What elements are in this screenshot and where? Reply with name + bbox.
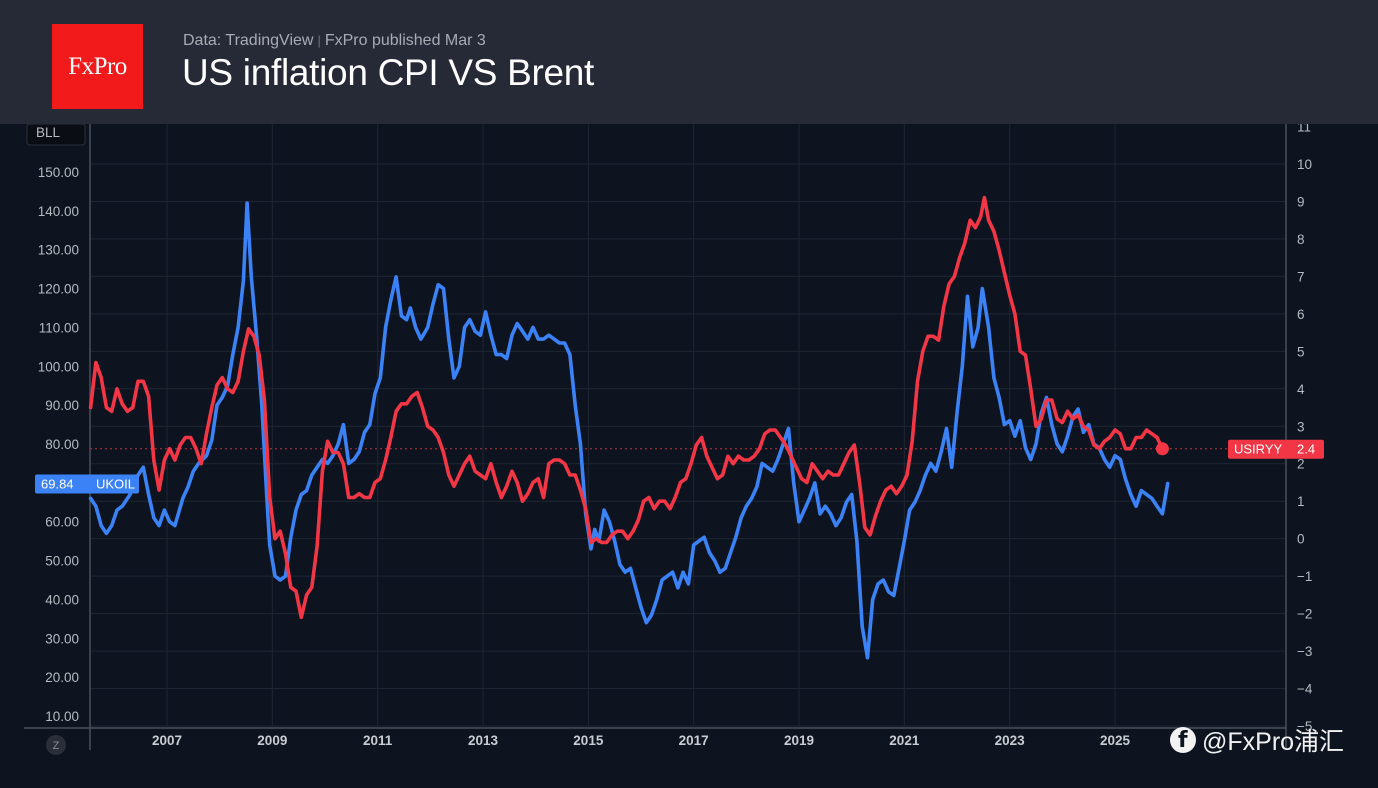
unit-label-text: BLL <box>36 125 61 140</box>
usiryy-last-value: 2.4 <box>1297 442 1315 457</box>
publisher: FxPro published Mar 3 <box>324 32 486 49</box>
z-button-label[interactable]: Z <box>53 740 60 752</box>
x-axis-tick: 2019 <box>784 733 814 748</box>
left-axis-tick: 100.00 <box>38 359 79 374</box>
left-axis-unit-label: BLL <box>26 124 86 146</box>
right-axis-tick: 10 <box>1297 157 1312 172</box>
x-axis-tick: 2013 <box>468 733 499 748</box>
z-button-bg[interactable] <box>46 735 66 755</box>
x-axis-tick: 2011 <box>363 733 393 748</box>
data-source: Data: TradingView <box>183 32 314 49</box>
series-line-ukoil <box>88 201 1170 660</box>
ukoil-last-value: 69.84 <box>41 476 74 491</box>
right-axis-tick: 7 <box>1297 269 1305 284</box>
ukoil-series-name: UKOIL <box>96 476 135 491</box>
x-axis-tick: 2017 <box>679 733 709 748</box>
ukoil-price-label: 69.84 UKOIL <box>35 474 139 494</box>
x-axis-tick: 2007 <box>152 733 182 748</box>
logo-text: FxPro <box>68 52 127 80</box>
axes <box>24 124 1287 750</box>
left-axis-tick: 40.00 <box>45 592 79 607</box>
usiryy-series-name: USIRYY <box>1234 442 1282 457</box>
left-axis-tick: 50.00 <box>45 554 79 569</box>
right-axis-tick: 5 <box>1297 344 1305 359</box>
facebook-icon: f <box>1170 727 1196 753</box>
watermark-text: @FxPro浦汇 <box>1202 728 1345 756</box>
x-axis-tick: 2023 <box>995 733 1026 748</box>
usiryy-price-label: USIRYY 2.4 <box>1228 439 1324 459</box>
grid <box>90 124 1286 727</box>
right-axis-tick: 3 <box>1297 419 1305 434</box>
series-layer <box>88 195 1230 660</box>
right-axis-tick: 1 <box>1297 494 1305 509</box>
separator: | <box>317 33 321 48</box>
left-axis-tick: 90.00 <box>45 398 79 413</box>
right-axis-tick: 11 <box>1297 124 1311 135</box>
left-axis-tick: 20.00 <box>45 670 79 685</box>
left-axis-tick: 140.00 <box>38 204 79 219</box>
usiryy-label-bg <box>1228 439 1324 459</box>
chart-area[interactable]: BLL150.00140.00130.00120.00110.00100.009… <box>0 124 1378 788</box>
left-axis-tick: 110.00 <box>39 320 79 335</box>
watermark: f @FxPro浦汇 <box>1170 722 1344 758</box>
right-axis-tick: −3 <box>1297 644 1312 659</box>
usiryy-endpoint-dot <box>1155 442 1169 456</box>
x-axis-tick: 2025 <box>1100 733 1131 748</box>
right-axis-tick: −2 <box>1297 607 1312 622</box>
ukoil-label-bg <box>35 474 139 494</box>
left-axis-tick: 60.00 <box>45 515 79 530</box>
right-axis-tick: −1 <box>1297 569 1312 584</box>
left-axis-tick: 30.00 <box>45 631 79 646</box>
right-axis-tick: 4 <box>1297 382 1305 397</box>
right-axis-tick: 0 <box>1297 532 1305 547</box>
x-axis-tick: 2015 <box>573 733 604 748</box>
left-axis-tick: 10.00 <box>45 709 79 724</box>
right-axis-tick: 9 <box>1297 194 1305 209</box>
chart-title: US inflation CPI VS Brent <box>182 52 595 93</box>
right-axis-tick: 8 <box>1297 232 1305 247</box>
right-axis-tick: −5 <box>1297 719 1312 734</box>
z-button[interactable]: Z <box>46 735 66 755</box>
right-axis-tick: 2 <box>1297 457 1305 472</box>
labels: BLL150.00140.00130.00120.00110.00100.009… <box>26 124 1324 755</box>
header: FxPro Data: TradingView | FxPro published … <box>0 0 1378 124</box>
fxpro-logo: FxPro <box>52 24 143 109</box>
series-line-usiryy <box>88 195 1165 620</box>
left-axis-tick: 130.00 <box>38 243 79 258</box>
right-axis-tick: −4 <box>1297 682 1313 697</box>
left-axis-tick: 120.00 <box>38 282 79 297</box>
x-axis-tick: 2021 <box>889 733 920 748</box>
right-axis-tick: 6 <box>1297 307 1305 322</box>
left-axis-tick: 150.00 <box>38 165 79 180</box>
subtitle: Data: TradingView | FxPro published Mar 3 <box>183 32 486 50</box>
x-axis-tick: 2009 <box>257 733 287 748</box>
unit-label-box <box>26 124 86 146</box>
left-axis-tick: 80.00 <box>45 437 79 452</box>
